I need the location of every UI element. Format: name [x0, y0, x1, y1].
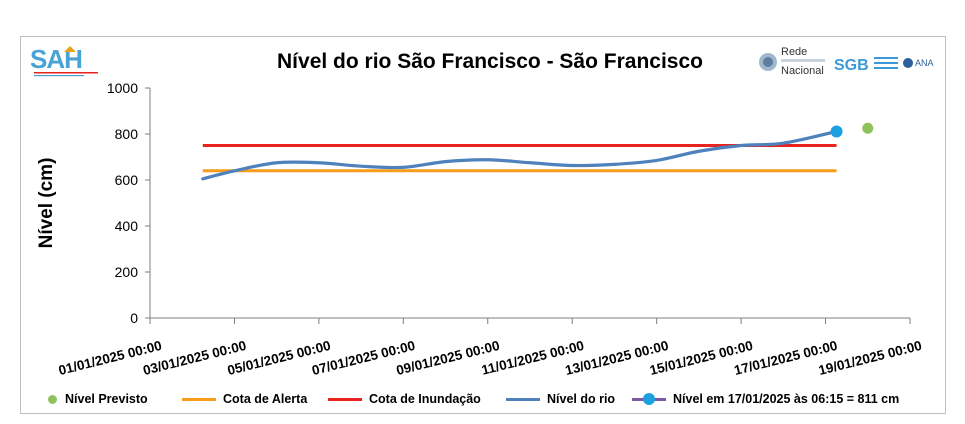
series-nivel-atual-point [830, 125, 843, 138]
series-nivel-previsto-point [862, 122, 874, 134]
y-tick-label: 600 [115, 172, 139, 188]
partner-logos: Rede Nacional SGB ANA [759, 46, 934, 77]
chart-title: Nível do rio São Francisco - São Francis… [277, 50, 703, 73]
legend-item-nivel-previsto: Nível Previsto [36, 390, 148, 408]
chart-legend: Nível Previsto Cota de Alerta Cota de In… [36, 390, 946, 408]
legend-label-cota-alerta: Cota de Alerta [223, 392, 308, 406]
legend-item-nivel-atual: Nível em 17/01/2025 às 06:15 = 811 cm [632, 390, 899, 408]
legend-item-cota-inundacao: Cota de Inundação [328, 390, 481, 408]
chart-frame [20, 36, 946, 414]
y-tick-label: 1000 [107, 80, 138, 96]
y-tick-label: 200 [115, 264, 139, 280]
legend-swatch-nivel-rio [506, 397, 540, 401]
legend-swatch-cota-alerta [182, 397, 216, 401]
legend-label-nivel-rio: Nível do rio [547, 392, 616, 406]
legend-swatch-nivel-atual [632, 393, 666, 405]
sah-logo: SAH [30, 44, 98, 77]
legend-label-cota-inundacao: Cota de Inundação [369, 392, 481, 406]
y-axis-label: Nível (cm) [36, 158, 57, 249]
legend-swatch-nivel-previsto [48, 394, 57, 404]
y-tick-label: 0 [130, 310, 138, 326]
svg-text:Nacional: Nacional [781, 65, 824, 77]
series-nivel-rio-line [201, 129, 839, 181]
legend-item-cota-alerta: Cota de Alerta [182, 390, 307, 408]
svg-text:ANA: ANA [915, 58, 934, 68]
y-tick-label: 800 [115, 126, 139, 142]
legend-label-nivel-previsto: Nível Previsto [65, 392, 148, 406]
legend-item-nivel-rio: Nível do rio [506, 390, 615, 408]
legend-swatch-cota-inundacao [328, 397, 362, 401]
legend-label-nivel-atual: Nível em 17/01/2025 às 06:15 = 811 cm [673, 392, 900, 406]
y-tick-label: 400 [115, 218, 139, 234]
svg-text:SAH: SAH [30, 44, 82, 74]
ana-logo: ANA [903, 58, 934, 68]
svg-text:SGB: SGB [834, 57, 869, 74]
sgb-logo: SGB [834, 57, 898, 74]
rede-logo: Rede Nacional [759, 46, 825, 77]
svg-text:Rede: Rede [781, 46, 807, 58]
